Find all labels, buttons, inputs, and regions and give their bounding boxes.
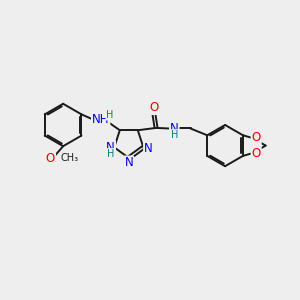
Text: H: H [107,149,114,159]
Text: NH: NH [92,113,110,127]
Text: O: O [252,131,261,144]
Text: O: O [46,152,55,165]
Text: N: N [124,157,133,169]
Text: N: N [106,141,115,154]
Text: H: H [171,130,178,140]
Text: N: N [144,142,153,155]
Text: O: O [252,147,261,160]
Text: O: O [149,101,158,114]
Text: H: H [106,110,114,120]
Text: CH₃: CH₃ [60,153,78,163]
Text: N: N [170,122,179,135]
